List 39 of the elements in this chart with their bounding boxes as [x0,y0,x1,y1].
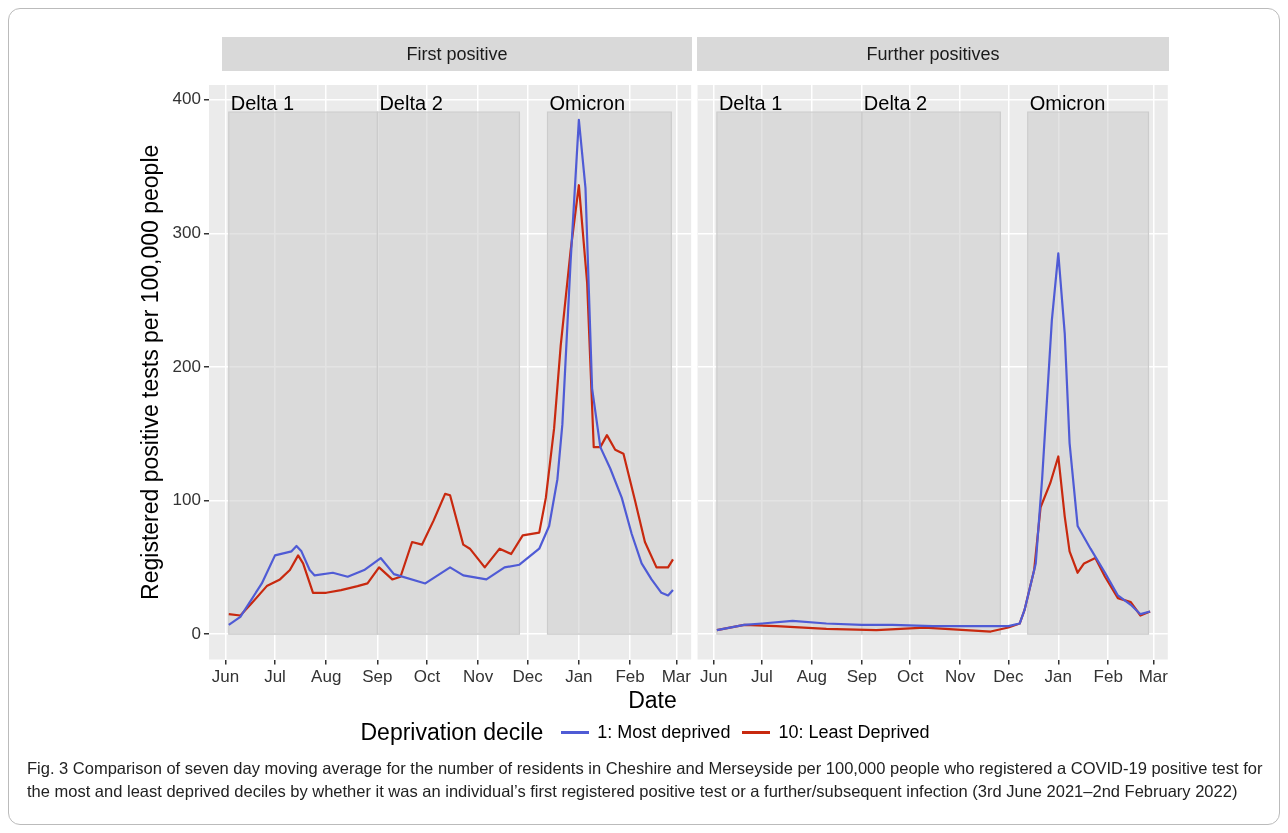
y-tick-label: 0 [191,623,201,643]
y-tick-label: 400 [172,89,201,109]
x-tick-label: Jul [264,667,286,687]
x-tick-label: Jan [1044,667,1073,687]
band-label: Delta 2 [379,92,443,114]
x-tick-label: Jun [211,667,240,687]
x-tick-label: Feb [1093,667,1123,687]
band-label: Omicron [549,92,626,114]
x-tick-label: Mar [661,667,692,687]
legend-label: 10: Least Deprived [778,722,930,743]
x-axis-title: Date [627,687,678,714]
x-tick-label: Mar [1138,667,1169,687]
x-tick-label: Aug [311,667,342,687]
band-label: Delta 1 [718,92,783,114]
x-tick-label: Jun [699,667,728,687]
x-tick-label: Oct [413,667,441,687]
chart-title: First positive [222,37,692,71]
x-tick-label: Feb [615,667,645,687]
x-tick-label: Aug [796,667,828,687]
x-tick-label: Nov [463,667,494,687]
x-tick-label: Dec [993,667,1024,687]
x-tick-label: Sep [846,667,877,687]
x-tick-label: Sep [362,667,393,687]
x-tick-label: Nov [944,667,976,687]
y-tick-label: 300 [172,223,201,243]
y-axis-title: Registered positive tests per 100,000 people [137,144,164,600]
legend-title: Deprivation decile [360,719,544,746]
y-tick-label: 200 [172,356,201,376]
band-label: Omicron [1029,92,1106,114]
chart-title: Further positives [697,37,1169,71]
caption: Fig. 3 Comparison of seven day moving average for the number of residents in Cheshire and Merseyside per 100,000 people who registered a COVID-19 positive test for the most and least deprived deciles by whether it was an individual’s first registered positive test or a further/subsequent infection (3rd June 2021–2nd February 2022) [27,758,1264,802]
band-label: Delta 2 [863,92,928,114]
band-label: Delta 1 [230,92,295,114]
legend-label: 1: Most deprived [597,722,731,743]
x-tick-label: Jul [751,667,773,687]
x-tick-label: Jan [565,667,593,687]
y-tick-label: 100 [172,490,201,510]
x-tick-label: Dec [512,667,544,687]
x-tick-label: Oct [896,667,924,687]
